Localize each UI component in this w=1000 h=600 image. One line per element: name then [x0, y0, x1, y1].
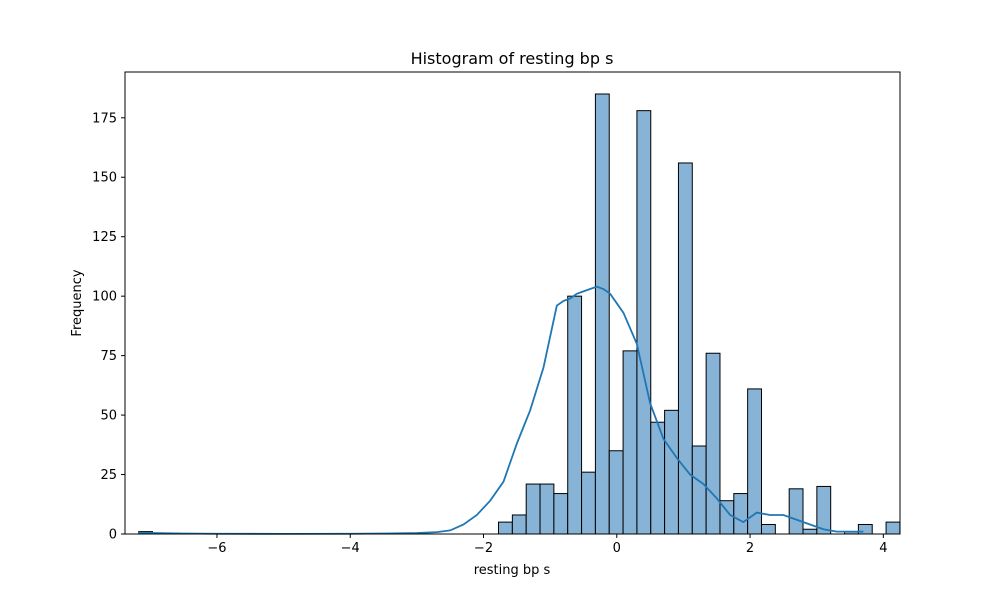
- histogram-bar: [581, 471, 596, 535]
- histogram-bar: [539, 483, 555, 535]
- histogram-bar: [664, 409, 679, 535]
- histogram-bar: [788, 488, 804, 535]
- y-tick-label: 125: [92, 230, 117, 245]
- histogram-bar: [622, 350, 638, 535]
- histogram-bar: [677, 162, 693, 535]
- y-tick-label: 150: [92, 171, 117, 186]
- histogram-bar: [608, 450, 624, 535]
- histogram-bar: [760, 523, 776, 535]
- histogram-bar: [594, 93, 610, 535]
- bars-group: [138, 93, 901, 535]
- y-tick-label: 0: [109, 528, 117, 543]
- histogram-bar: [511, 514, 527, 535]
- histogram-bar: [885, 521, 901, 535]
- y-tick-label: 100: [92, 290, 117, 305]
- histogram-bar: [733, 493, 749, 535]
- y-tick-label: 50: [100, 409, 117, 424]
- y-tick-label: 25: [100, 468, 117, 483]
- x-tick-label: −6: [207, 541, 226, 556]
- histogram-bar: [705, 352, 721, 535]
- histogram-bar: [802, 528, 818, 535]
- histogram-bar: [636, 110, 652, 535]
- x-tick-label: −4: [341, 541, 360, 556]
- y-axis-ticks: 0 25 50 75 100 125 150 175: [92, 111, 125, 543]
- x-axis-label: resting bp s: [474, 563, 551, 578]
- y-tick-label: 75: [100, 349, 117, 364]
- histogram-bar: [857, 523, 873, 535]
- histogram-bar: [691, 445, 707, 535]
- histogram-bar: [525, 483, 541, 535]
- plot-frame: [124, 71, 901, 535]
- y-tick-label: 175: [92, 111, 117, 126]
- x-tick-label: 0: [613, 541, 621, 556]
- histogram-bar: [553, 493, 569, 535]
- x-axis-ticks: −6 −4 −2 0 2 4: [207, 534, 887, 556]
- histogram-bar: [498, 521, 513, 535]
- kde-curve: [138, 285, 864, 535]
- chart-title: Histogram of resting bp s: [411, 49, 614, 68]
- y-axis-label: Frequency: [70, 269, 85, 336]
- x-tick-label: −2: [474, 541, 493, 556]
- x-tick-label: 2: [746, 541, 754, 556]
- x-tick-label: 4: [879, 541, 887, 556]
- histogram-bar: [567, 295, 583, 535]
